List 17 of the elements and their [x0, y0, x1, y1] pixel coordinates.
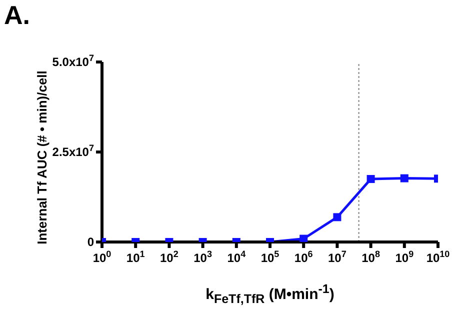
x-tick-label: 10$^{2}$ — [160, 249, 178, 265]
x-tick-label: 10$^{9}$ — [395, 249, 414, 265]
y-tick-label: 2.5x10$^{7}$ — [52, 143, 94, 159]
y-tick-label: 0 — [87, 235, 94, 249]
x-tick-label: 10$^{6}$ — [294, 249, 313, 265]
x-tick-label: 10$^{1}$ — [126, 249, 145, 265]
y-tick-label: 5.0x10$^{7}$ — [52, 53, 94, 69]
x-tick-label: 10$^{4}$ — [227, 249, 246, 265]
y-axis-title: Internal Tf AUC (# • min)/cell — [34, 70, 50, 246]
x-tick-label: 10$^{3}$ — [194, 249, 212, 265]
x-axis-title: k$_{FeTf,TfR}$ (M•min$^{-1}$) — [204, 282, 336, 306]
x-tick-label: 10$^{8}$ — [362, 249, 380, 265]
x-tick-label: 10$^{0}$ — [92, 249, 112, 265]
x-tick-label: 10$^{5}$ — [260, 249, 280, 265]
x-tick-label: 10$^{10}$ — [426, 249, 450, 265]
chart-title: A. — [4, 0, 30, 31]
x-tick-label: 10$^{7}$ — [328, 249, 346, 265]
